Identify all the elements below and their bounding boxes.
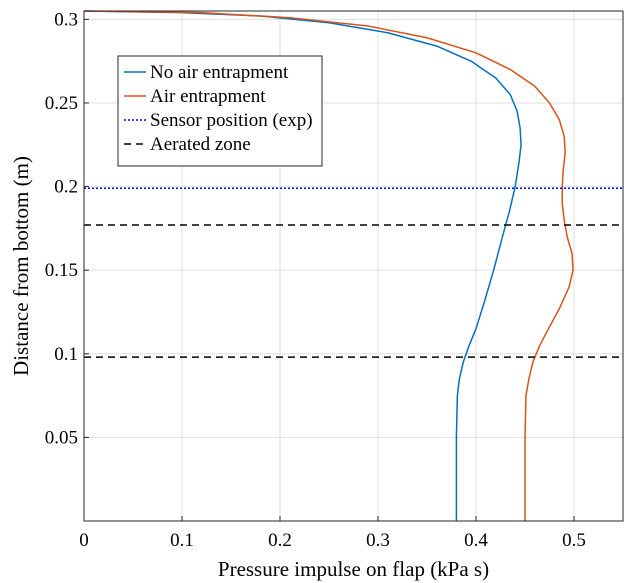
x-tick-label: 0.4 xyxy=(464,530,488,551)
y-tick-label: 0.05 xyxy=(45,427,78,448)
y-tick-label: 0.25 xyxy=(45,93,78,114)
legend-entry: No air entrapment xyxy=(150,62,289,83)
series-line xyxy=(83,10,574,521)
y-tick-label: 0.3 xyxy=(54,9,78,30)
tick-layer: 0 0.1 0.2 0.3 0.4 0.5 0.05 0.1 0.15 0.2 0.25 0.3 xyxy=(45,9,586,551)
legend-entry: Air entrapment xyxy=(150,86,266,107)
legend-box xyxy=(117,55,323,167)
x-tick-label: 0.3 xyxy=(366,530,390,551)
legend: No air entrapment Air entrapment Sensor po… xyxy=(117,55,323,167)
y-tick-label: 0.2 xyxy=(54,177,78,198)
series-layer xyxy=(83,10,623,521)
y-tick-label: 0.15 xyxy=(45,260,78,281)
y-tick-label: 0.1 xyxy=(54,344,78,365)
series-line xyxy=(83,10,522,521)
x-tick-label: 0.2 xyxy=(268,530,292,551)
plot-frame xyxy=(83,10,624,522)
x-tick-label: 0.5 xyxy=(562,530,586,551)
legend-entry: Sensor position (exp) xyxy=(150,110,313,131)
legend-entry: Aerated zone xyxy=(150,134,251,155)
x-tick-label: 0.1 xyxy=(170,530,194,551)
x-tick-label: 0 xyxy=(79,530,89,551)
x-axis-label: Pressure impulse on flap (kPa s) xyxy=(218,557,489,581)
y-axis-label: Distance from bottom (m) xyxy=(9,156,33,376)
